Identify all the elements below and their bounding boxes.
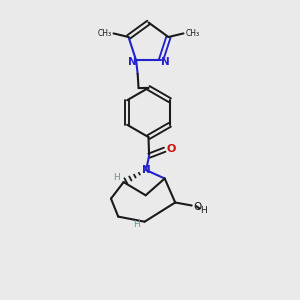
Text: H: H (133, 220, 140, 229)
Text: CH₃: CH₃ (185, 28, 200, 38)
Text: CH₃: CH₃ (98, 28, 112, 38)
Text: H: H (114, 173, 120, 182)
Text: N: N (128, 57, 136, 67)
Text: O: O (166, 144, 175, 154)
Text: N: N (142, 165, 151, 176)
Text: H: H (200, 206, 207, 215)
Text: O: O (193, 202, 201, 212)
Text: N: N (161, 57, 170, 67)
